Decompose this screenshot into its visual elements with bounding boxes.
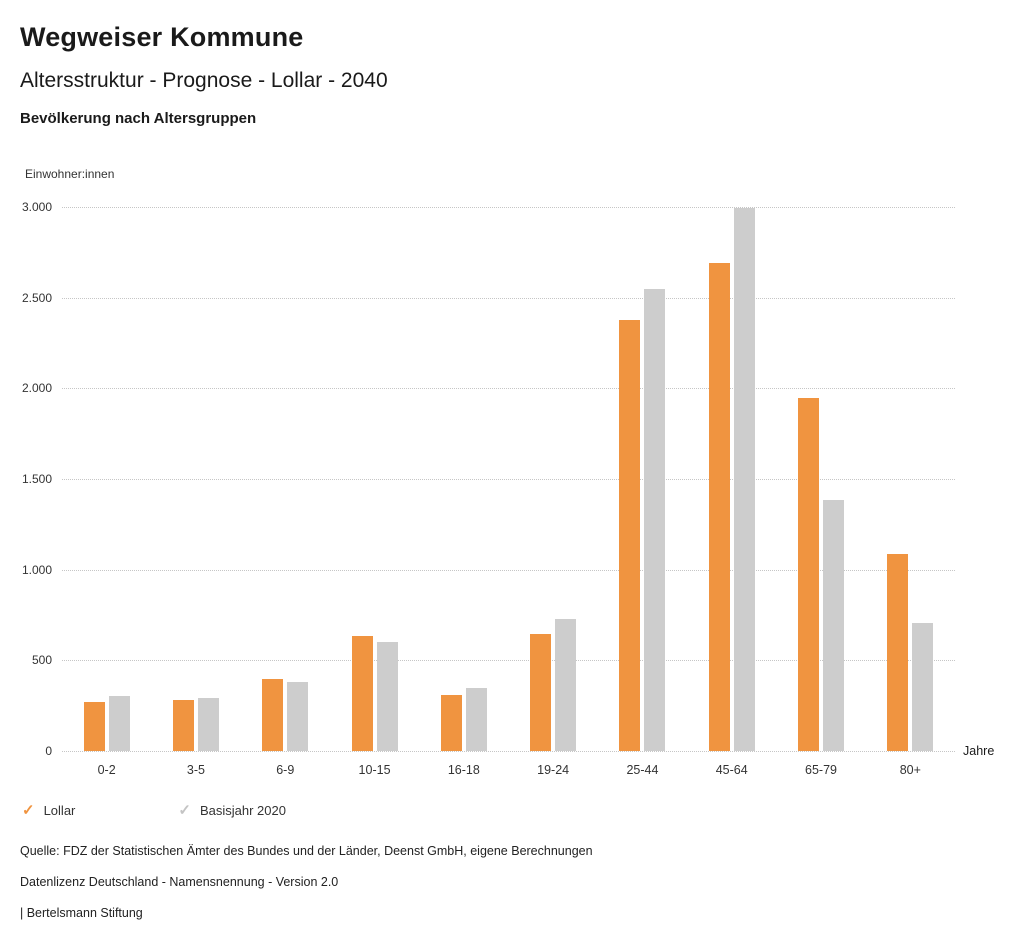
source-text: Quelle: FDZ der Statistischen Ämter des … (20, 844, 593, 858)
check-icon: ✓ (178, 802, 191, 819)
legend-label-basisjahr: Basisjahr 2020 (199, 803, 286, 818)
bar-lollar[interactable] (798, 398, 820, 751)
bar-lollar[interactable] (440, 694, 462, 751)
y-axis-title: Einwohner:innen (25, 167, 115, 181)
bar-basisjahr-2020[interactable] (733, 207, 755, 751)
x-tick-label: 45-64 (715, 763, 748, 777)
gridline (62, 479, 955, 480)
bar-basisjahr-2020[interactable] (287, 682, 309, 751)
x-tick-label: 80+ (899, 763, 921, 777)
header: Wegweiser Kommune Altersstruktur - Progn… (0, 0, 1024, 127)
bar-basisjahr-2020[interactable] (108, 695, 130, 751)
bar-group (598, 207, 687, 751)
chart-heading: Bevölkerung nach Altersgruppen (20, 110, 257, 127)
bar-lollar[interactable] (708, 263, 730, 751)
gridline (62, 297, 955, 299)
bar-group (508, 207, 597, 751)
x-tick-label: 6-9 (276, 763, 295, 777)
attribution-text: | Bertelsmann Stiftung (20, 906, 143, 920)
bar-group (62, 207, 151, 751)
bar-basisjahr-2020[interactable] (465, 688, 487, 751)
bar-basisjahr-2020[interactable] (644, 288, 666, 751)
bar-chart-plot: Jahre 0 500 1.000 1.500 2.000 2.500 3.000 (22, 200, 994, 758)
app-title: Wegweiser Kommune (20, 22, 304, 52)
bar-group (419, 207, 508, 751)
bar-basisjahr-2020[interactable] (376, 642, 398, 751)
x-axis-labels: 0-2 3-5 6-9 10-15 16-18 19-24 25-44 45-64 65-79 8… (62, 763, 955, 777)
gridline (62, 388, 955, 390)
footer: Quelle: FDZ der Statistischen Ämter des … (20, 844, 1024, 920)
x-tick-label: 10-15 (358, 763, 391, 777)
y-tick-label: 1.500 (21, 472, 52, 486)
y-tick-label: 2.500 (21, 290, 52, 305)
bar-groups (62, 207, 955, 751)
bar-group (776, 207, 865, 751)
y-tick-label: 2.000 (21, 381, 52, 396)
x-tick-label: 25-44 (626, 763, 659, 777)
x-tick-label: 3-5 (186, 763, 205, 777)
y-tick-label: 500 (31, 653, 52, 668)
bar-basisjahr-2020[interactable] (823, 499, 845, 751)
bar-basisjahr-2020[interactable] (912, 623, 934, 751)
x-axis-title: Jahre (963, 744, 995, 758)
y-tick-label: 3.000 (21, 200, 52, 214)
chart-legend: ✓ Lollar ✓ Basisjahr 2020 (22, 803, 1024, 818)
x-tick-label: 19-24 (537, 763, 570, 777)
bar-group (687, 207, 776, 751)
bar-group (866, 207, 955, 751)
license-text: Datenlizenz Deutschland - Namensnennung … (20, 875, 339, 889)
check-icon: ✓ (22, 802, 35, 819)
bar-basisjahr-2020[interactable] (555, 618, 577, 751)
gridline (62, 751, 955, 752)
y-tick-label: 1.000 (21, 562, 52, 577)
bar-lollar[interactable] (172, 700, 194, 751)
gridline (62, 569, 955, 571)
bar-lollar[interactable] (83, 702, 105, 751)
legend-label-lollar: Lollar (43, 803, 76, 818)
bar-basisjahr-2020[interactable] (197, 697, 219, 751)
x-tick-label: 0-2 (97, 763, 116, 777)
bar-group (241, 207, 330, 751)
bar-lollar[interactable] (262, 678, 284, 751)
x-tick-label: 16-18 (447, 763, 480, 777)
legend-item-lollar[interactable]: ✓ Lollar (22, 803, 75, 818)
gridline (62, 660, 955, 662)
bar-group (151, 207, 240, 751)
page: Wegweiser Kommune Altersstruktur - Progn… (0, 0, 1024, 920)
gridline (62, 207, 955, 208)
bar-lollar[interactable] (351, 635, 373, 751)
legend-item-basisjahr-2020[interactable]: ✓ Basisjahr 2020 (178, 803, 286, 818)
y-tick-label: 0 (45, 744, 52, 758)
x-tick-label: 65-79 (805, 763, 838, 777)
page-title: Altersstruktur - Prognose - Lollar - 204… (20, 69, 388, 92)
bar-group (330, 207, 419, 751)
bar-lollar[interactable] (530, 634, 552, 751)
bar-lollar[interactable] (619, 320, 641, 751)
bar-lollar[interactable] (887, 554, 909, 751)
